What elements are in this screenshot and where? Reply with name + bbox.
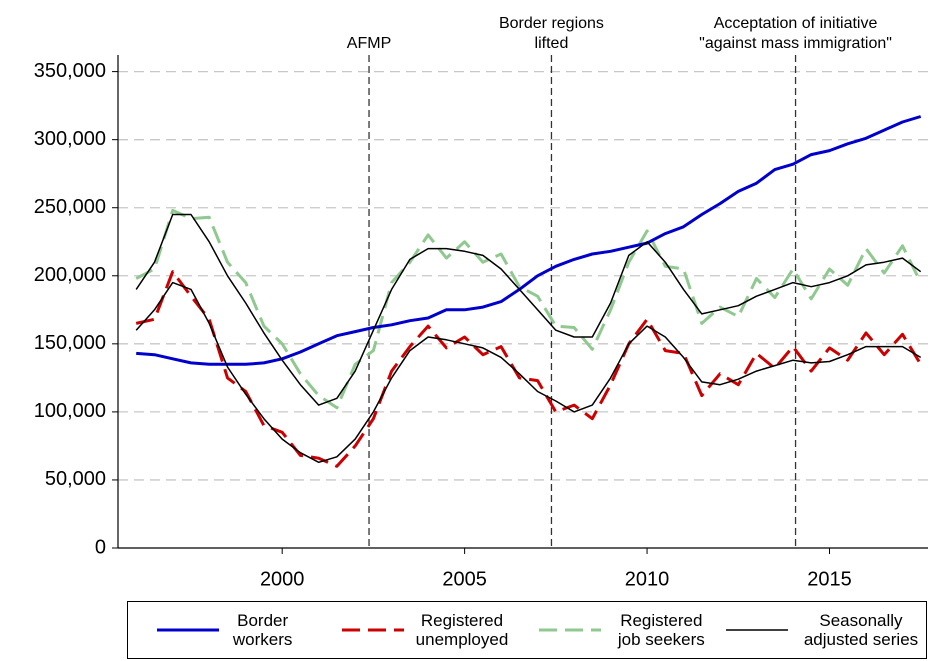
event-label: lifted <box>535 35 569 52</box>
series-line <box>135 281 922 464</box>
x-tick-label: 2000 <box>260 568 305 590</box>
event-label: Border regions <box>499 15 604 32</box>
legend-entry: Registered job seekers <box>527 611 726 649</box>
series-line <box>136 115 922 366</box>
legend-entry: Registered unemployed <box>327 611 526 649</box>
y-tick-label: 350,000 <box>34 60 106 82</box>
event-label: Acceptation of initiative <box>714 15 878 32</box>
y-tick-label: 200,000 <box>34 264 106 286</box>
legend-swatch <box>538 628 601 632</box>
legend-label: Border workers <box>232 611 293 649</box>
legend: Border workers Registered unemployed Regis… <box>127 601 927 659</box>
chart: 0 50,000 100,000 150,000 200,000 250,000 300,0… <box>34 15 928 590</box>
y-tick-label: 100,000 <box>34 400 106 422</box>
x-tick-label: 2005 <box>442 568 487 590</box>
series-line <box>135 213 922 406</box>
y-tick-label: 150,000 <box>34 332 106 354</box>
legend-entry: Border workers <box>128 611 327 649</box>
x-tick-label: 2015 <box>807 568 852 590</box>
y-tick-label: 0 <box>95 536 106 558</box>
legend-swatch <box>341 628 404 632</box>
y-tick-label: 50,000 <box>45 468 106 490</box>
y-tick-label: 300,000 <box>34 128 106 150</box>
x-tick-label: 2010 <box>625 568 670 590</box>
series-line <box>135 208 923 410</box>
event-label: "against mass immigration" <box>699 35 892 52</box>
legend-label: Registered unemployed <box>415 611 509 649</box>
event-label: AFMP <box>347 35 391 52</box>
legend-swatch <box>156 628 219 632</box>
legend-swatch <box>725 629 788 631</box>
legend-label: Registered job seekers <box>617 611 705 649</box>
legend-label: Seasonally adjusted series <box>803 611 919 649</box>
y-tick-label: 250,000 <box>34 196 106 218</box>
legend-entry: Seasonally adjusted series <box>725 611 926 649</box>
